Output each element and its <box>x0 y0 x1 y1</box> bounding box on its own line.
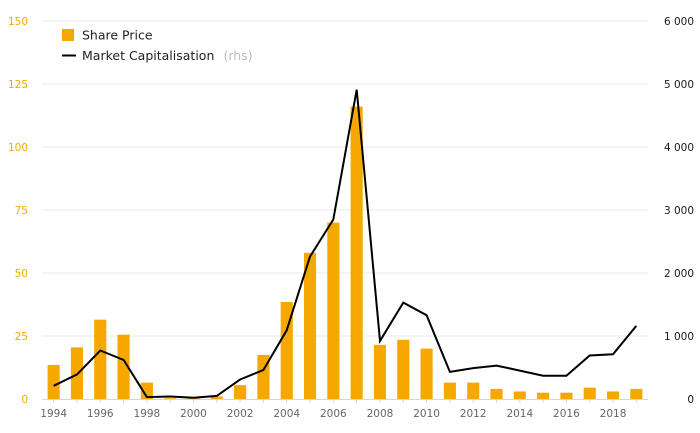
legend-label-market-cap-suffix: (rhs) <box>223 48 252 63</box>
bar-share-price-1996 <box>94 319 107 399</box>
x-axis-tick-label: 2012 <box>460 408 487 420</box>
legend-label-market-cap: Market Capitalisation <box>82 48 214 63</box>
share-price-bars <box>47 106 643 400</box>
legend-swatch-share-price <box>62 29 74 41</box>
left-axis-tick-label: 0 <box>21 394 28 406</box>
x-axis-tick-label: 2002 <box>227 408 254 420</box>
left-axis-tick-label: 100 <box>8 142 28 154</box>
market-cap-line <box>53 89 638 399</box>
left-axis-tick-label: 50 <box>15 268 28 280</box>
x-axis-tick-label: 1998 <box>134 408 161 420</box>
left-axis-tick-label: 75 <box>15 205 28 217</box>
bar-share-price-2002 <box>234 385 247 399</box>
left-axis-tick-label: 150 <box>8 16 28 28</box>
gridlines <box>42 20 648 337</box>
x-axis-tick-label: 1994 <box>40 408 67 420</box>
bar-share-price-2001 <box>210 396 223 399</box>
bar-share-price-2005 <box>303 252 317 399</box>
bar-share-price-2014 <box>513 391 526 399</box>
x-axis-tick-label: 2018 <box>600 408 627 420</box>
bar-share-price-1997 <box>117 334 130 399</box>
right-axis-tick-label: 5 000 <box>664 79 694 91</box>
bar-share-price-1998 <box>140 382 153 399</box>
bar-share-price-2010 <box>420 348 433 399</box>
svg-text:Market Capitalisation: Market Capitalisation (rhs) <box>82 45 253 64</box>
bar-share-price-2013 <box>490 388 503 399</box>
x-axis-tick-label: 1996 <box>87 408 114 420</box>
x-axis-tick-label: 2010 <box>413 408 440 420</box>
right-axis-tick-label: 4 000 <box>664 142 694 154</box>
axes: 0 0 25 1 000 50 2 000 75 3 000 100 4 000 125 5 000 1… <box>8 16 694 420</box>
bar-share-price-2015 <box>537 392 550 399</box>
market-cap-line-layer <box>53 89 638 399</box>
bar-share-price-1994 <box>47 364 60 399</box>
left-axis-tick-label: 25 <box>15 331 28 343</box>
bar-share-price-2004 <box>280 301 293 399</box>
right-axis-tick-label: 6 000 <box>664 16 694 28</box>
x-axis-tick-label: 2014 <box>506 408 533 420</box>
legend: Share Price Market Capitalisation (rhs) <box>62 28 253 64</box>
bar-share-price-2006 <box>327 222 340 399</box>
bar-share-price-1999 <box>164 398 177 399</box>
right-axis-tick-label: 1 000 <box>664 331 694 343</box>
x-axis-tick-label: 2004 <box>273 408 300 420</box>
bar-share-price-2007 <box>350 106 363 400</box>
bar-share-price-2019 <box>630 388 643 399</box>
left-axis-tick-label: 125 <box>8 79 28 91</box>
right-axis-tick-label: 0 <box>687 394 694 406</box>
bar-share-price-2018 <box>606 391 620 399</box>
bar-share-price-2008 <box>373 344 387 399</box>
right-axis-tick-label: 3 000 <box>664 205 694 217</box>
bar-share-price-2009 <box>397 339 410 399</box>
bar-share-price-2016 <box>560 392 573 399</box>
x-axis-tick-label: 2008 <box>367 408 394 420</box>
right-axis-tick-label: 2 000 <box>664 268 694 280</box>
bar-share-price-2017 <box>583 387 596 399</box>
bar-share-price-2012 <box>467 382 480 399</box>
x-axis-tick-label: 2000 <box>180 408 207 420</box>
x-axis-tick-label: 2006 <box>320 408 347 420</box>
x-axis-tick-label: 2016 <box>553 408 580 420</box>
bar-share-price-2011 <box>443 382 456 399</box>
legend-label-share-price: Share Price <box>82 28 153 43</box>
